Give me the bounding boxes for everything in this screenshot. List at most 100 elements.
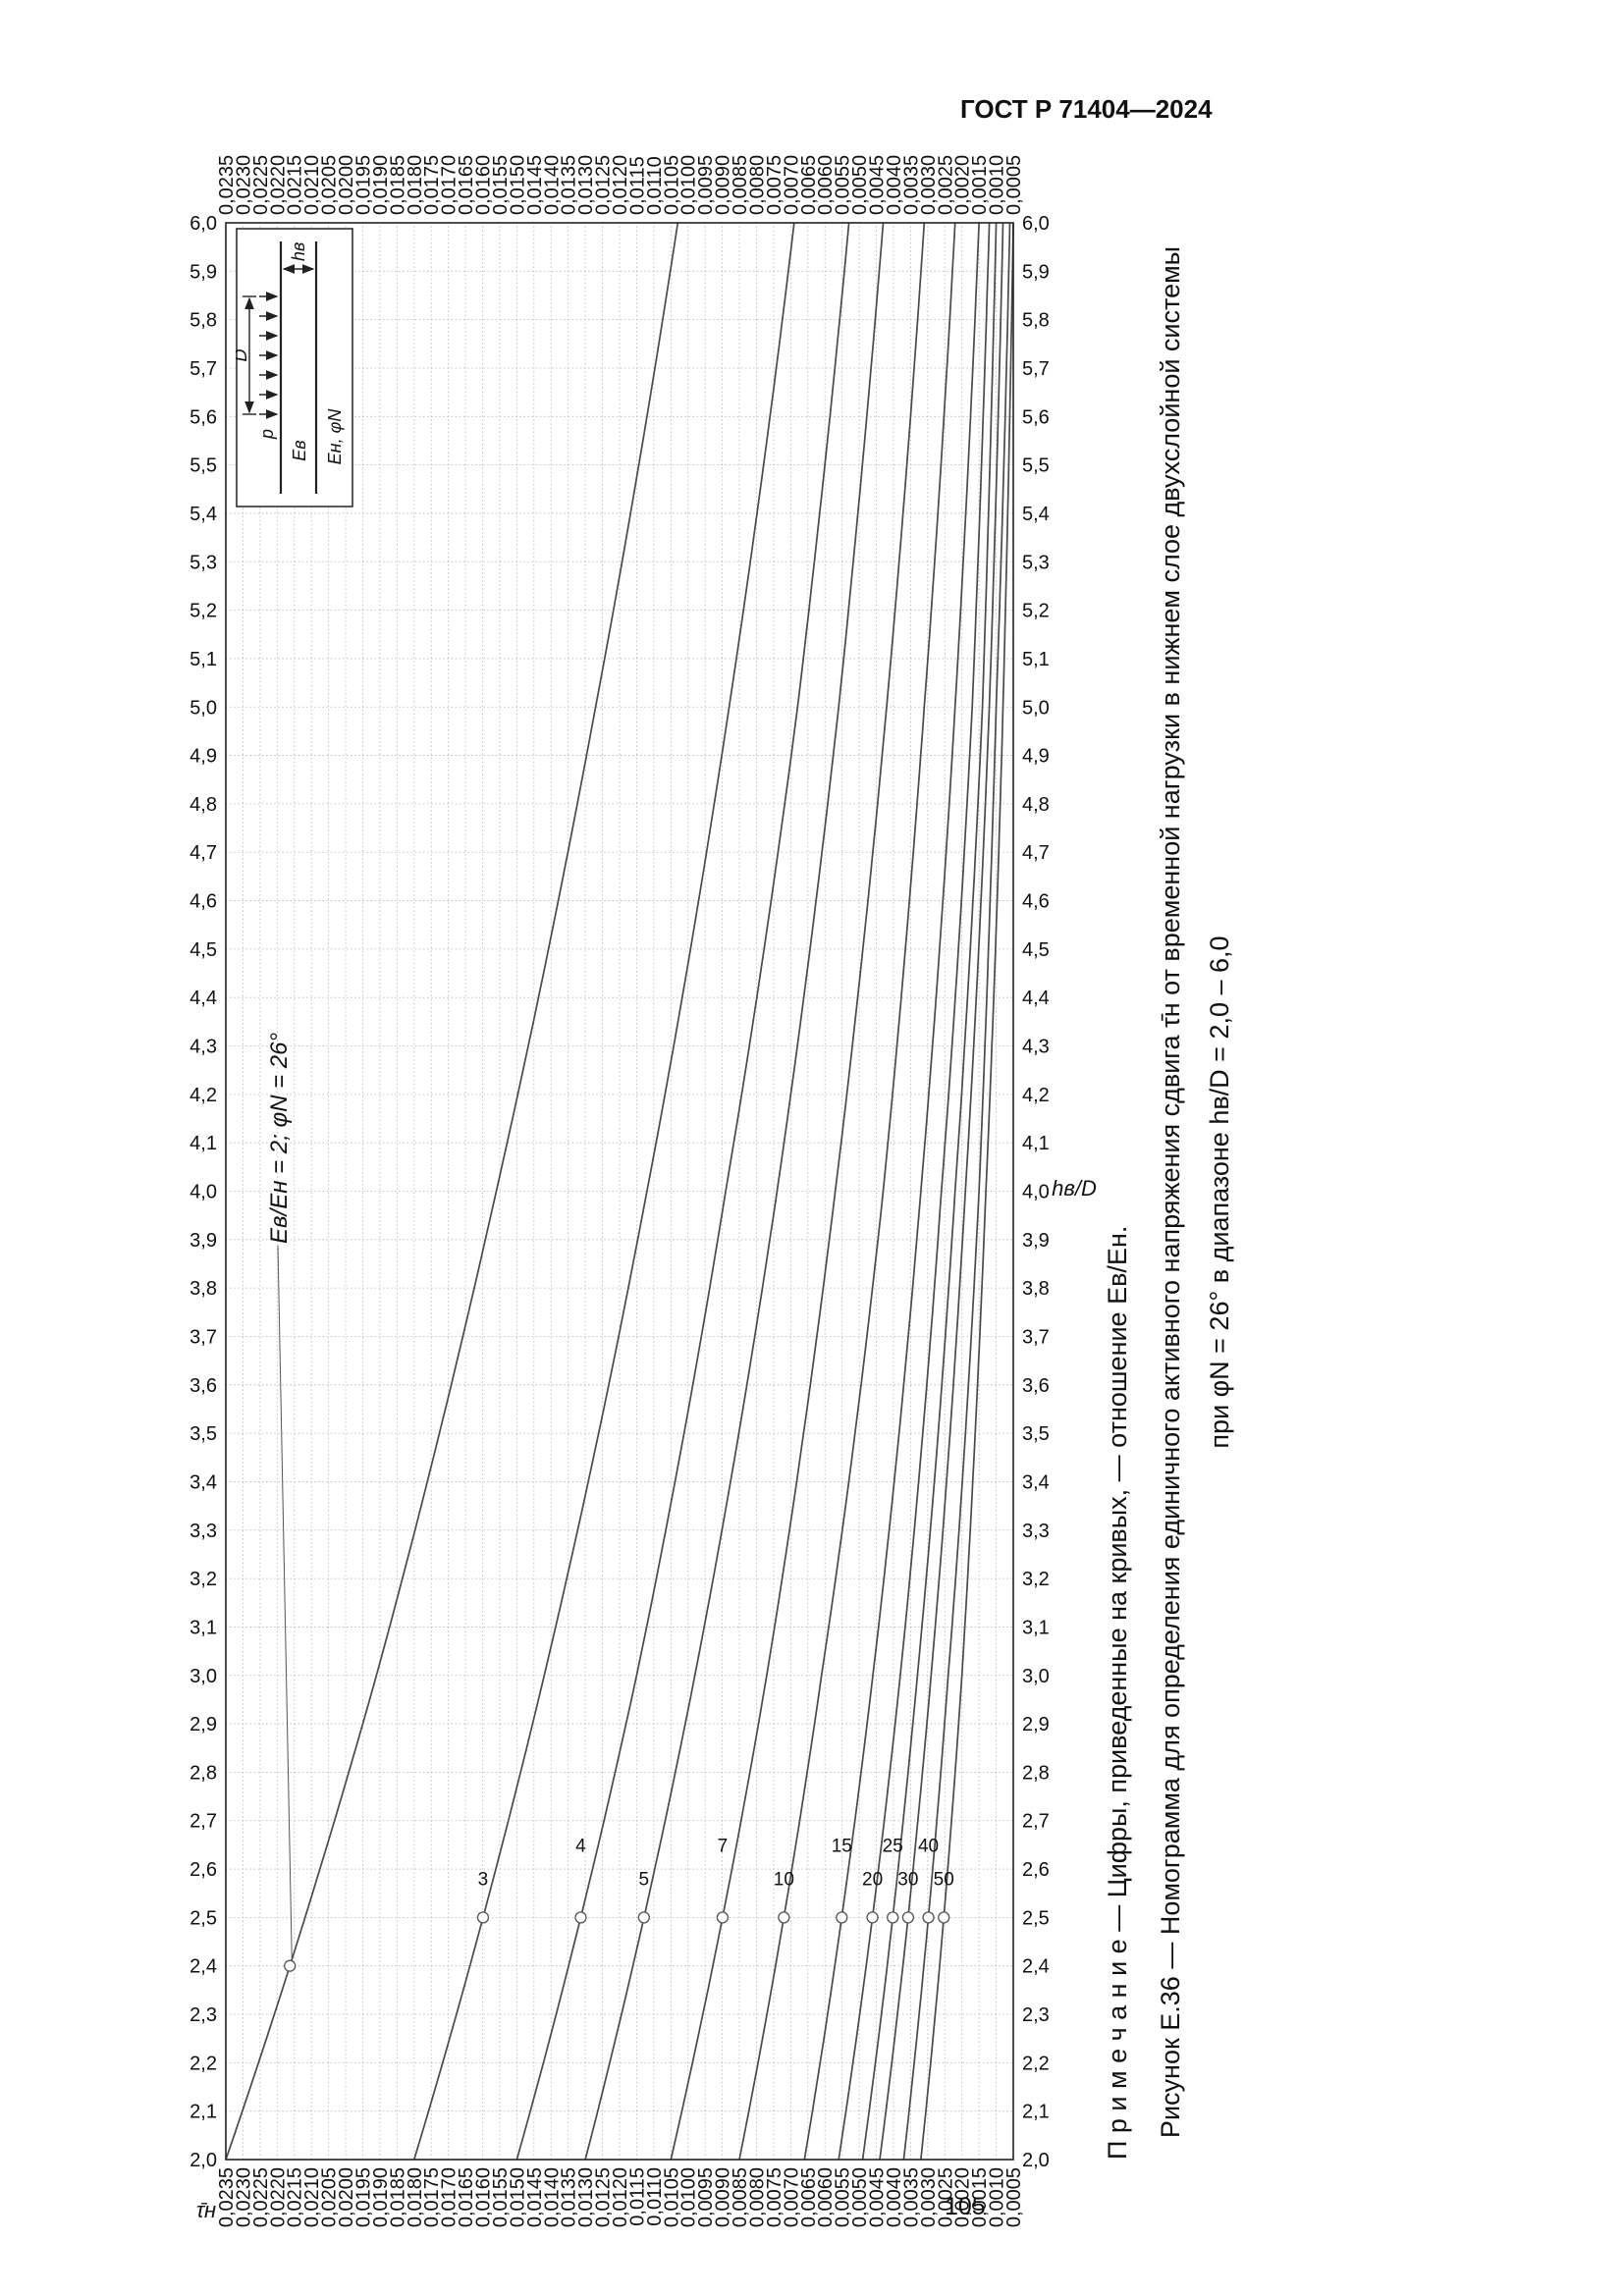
- y-tick-left: 0,0110: [644, 2167, 666, 2226]
- x-tick-top: 5,4: [189, 504, 217, 525]
- x-tick-bottom: 5,5: [1022, 455, 1050, 477]
- y-tick-left: 0,0225: [250, 2167, 272, 2227]
- curve-40: [902, 222, 1011, 2161]
- y-tick-right: 0,0120: [610, 155, 631, 215]
- curve-marker-5: [637, 1911, 651, 1924]
- x-tick-bottom: 5,3: [1022, 552, 1050, 573]
- inset-label-p: p: [257, 429, 277, 440]
- y-tick-left: 0,0040: [884, 2167, 905, 2227]
- y-tick-right: 0,0070: [781, 155, 802, 215]
- x-tick-bottom: 4,1: [1022, 1133, 1050, 1154]
- x-tick-top: 3,2: [189, 1569, 217, 1590]
- x-tick-bottom: 4,0: [1022, 1182, 1050, 1203]
- x-tick-bottom: 2,6: [1022, 1859, 1050, 1881]
- x-tick-top: 3,0: [189, 1666, 217, 1687]
- y-tick-right: 0,0125: [593, 155, 615, 215]
- x-tick-top: 3,1: [189, 1617, 217, 1638]
- inset-frame: [236, 228, 353, 507]
- y-tick-right: 0,0225: [250, 155, 272, 215]
- y-tick-right: 0,0065: [798, 155, 820, 215]
- y-tick-left: 0,0145: [524, 2167, 546, 2227]
- x-tick-top: 2,1: [189, 2102, 217, 2123]
- y-tick-right: 0,0130: [575, 155, 597, 215]
- x-tick-bottom: 2,8: [1022, 1762, 1050, 1784]
- y-tick-left: 0,0185: [387, 2167, 408, 2227]
- y-tick-left: 0,0195: [352, 2167, 374, 2227]
- x-axis-title: hв/D: [1052, 1176, 1097, 1201]
- curve2-annotation: Eв/Eн = 2; φN = 26°: [266, 1032, 293, 1244]
- y-tick-left: 0,0025: [935, 2167, 956, 2227]
- y-tick-left: 0,0100: [678, 2167, 700, 2227]
- x-tick-top: 2,4: [189, 1956, 217, 1978]
- figure-note: П р и м е ч а н и е — Цифры, приведенные…: [1103, 1225, 1132, 2160]
- x-tick-top: 2,3: [189, 2004, 217, 2026]
- x-tick-bottom: 3,8: [1022, 1278, 1050, 1300]
- y-tick-right: 0,0100: [678, 155, 700, 215]
- y-tick-right: 0,0185: [387, 155, 408, 215]
- y-tick-right: 0,0095: [695, 155, 717, 215]
- gridlines: [225, 222, 1014, 2161]
- y-tick-right: 0,0160: [473, 155, 495, 215]
- y-tick-right: 0,0190: [370, 155, 392, 215]
- curve-25: [861, 222, 998, 2161]
- x-tick-top: 2,7: [189, 1811, 217, 1833]
- y-tick-right: 0,0220: [267, 155, 289, 215]
- x-tick-bottom: 5,7: [1022, 358, 1050, 380]
- x-tick-bottom: 3,0: [1022, 1666, 1050, 1687]
- y-tick-right: 0,0075: [764, 155, 785, 215]
- y-tick-left: 0,0175: [421, 2167, 443, 2227]
- y-tick-left: 0,0230: [233, 2167, 254, 2227]
- y-tick-left: 0,0035: [900, 2167, 922, 2227]
- x-tick-top: 4,6: [189, 891, 217, 913]
- curve-label-50: 50: [934, 1869, 954, 1890]
- y-tick-left: 0,0115: [626, 2167, 648, 2226]
- curve-marker-10: [778, 1911, 790, 1924]
- y-tick-right: 0,0105: [661, 155, 682, 215]
- curve-label-20: 20: [862, 1869, 883, 1890]
- x-tick-top: 6,0: [189, 213, 217, 235]
- x-tick-bottom: 5,9: [1022, 261, 1050, 283]
- x-tick-top: 2,0: [189, 2150, 217, 2171]
- y-tick-left: 0,0085: [730, 2167, 751, 2227]
- x-tick-bottom: 3,2: [1022, 1569, 1050, 1590]
- x-tick-top: 5,6: [189, 406, 217, 428]
- nomogram-figure: 2,0 2,0 2,1 2,1 2,2 2,2 2,3 2,3 2,4 2,4 2,5 2,5 2,6 2…: [182, 154, 1270, 2230]
- y-tick-left: 0,0190: [370, 2167, 392, 2227]
- y-tick-right: 0,0025: [935, 155, 956, 215]
- y-tick-right: 0,0215: [285, 155, 306, 215]
- x-tick-bottom: 3,3: [1022, 1521, 1050, 1542]
- x-tick-top: 5,9: [189, 261, 217, 283]
- y-tick-right: 0,0175: [421, 155, 443, 215]
- x-tick-bottom: 2,2: [1022, 2053, 1050, 2074]
- y-tick-left: 0,0005: [1003, 2167, 1025, 2227]
- y-tick-left: 0,0055: [833, 2167, 854, 2227]
- x-tick-bottom: 2,1: [1022, 2102, 1050, 2123]
- curve-5: [584, 222, 885, 2161]
- curve-label-7: 7: [718, 1836, 729, 1856]
- x-tick-top: 3,6: [189, 1375, 217, 1397]
- figure-caption-line1: Рисунок Е.36 — Номограмма для определени…: [1156, 245, 1185, 2139]
- y-tick-left: 0,0045: [867, 2167, 889, 2227]
- y-tick-left: 0,0070: [781, 2167, 802, 2227]
- y-tick-left: 0,0050: [849, 2167, 871, 2227]
- plot-frame: [225, 222, 1014, 2161]
- page-number: 105: [945, 2193, 986, 2220]
- y-tick-right: 0,0115: [626, 156, 648, 215]
- x-tick-top: 4,4: [189, 988, 217, 1009]
- x-tick-bottom: 3,7: [1022, 1326, 1050, 1348]
- curve-30: [879, 222, 1004, 2161]
- y-tick-left: 0,0020: [952, 2167, 974, 2227]
- y-tick-right: 0,0035: [900, 155, 922, 215]
- curve-label-4: 4: [575, 1836, 586, 1856]
- curve-label-25: 25: [883, 1836, 903, 1856]
- y-tick-left: 0,0220: [267, 2167, 289, 2227]
- x-tick-bottom: 2,9: [1022, 1714, 1050, 1735]
- y-tick-right: 0,0195: [352, 155, 374, 215]
- x-tick-top: 3,5: [189, 1423, 217, 1445]
- y-tick-right: 0,0140: [541, 155, 563, 215]
- x-tick-top: 5,0: [189, 697, 217, 719]
- figure-rotated-container: 2,0 2,0 2,1 2,1 2,2 2,2 2,3 2,3 2,4 2,4 2,5 2,5 2,6 2…: [182, 154, 1270, 2230]
- x-tick-top: 4,5: [189, 939, 217, 961]
- x-tick-bottom: 3,1: [1022, 1617, 1050, 1638]
- y-tick-right: 0,0230: [233, 155, 254, 215]
